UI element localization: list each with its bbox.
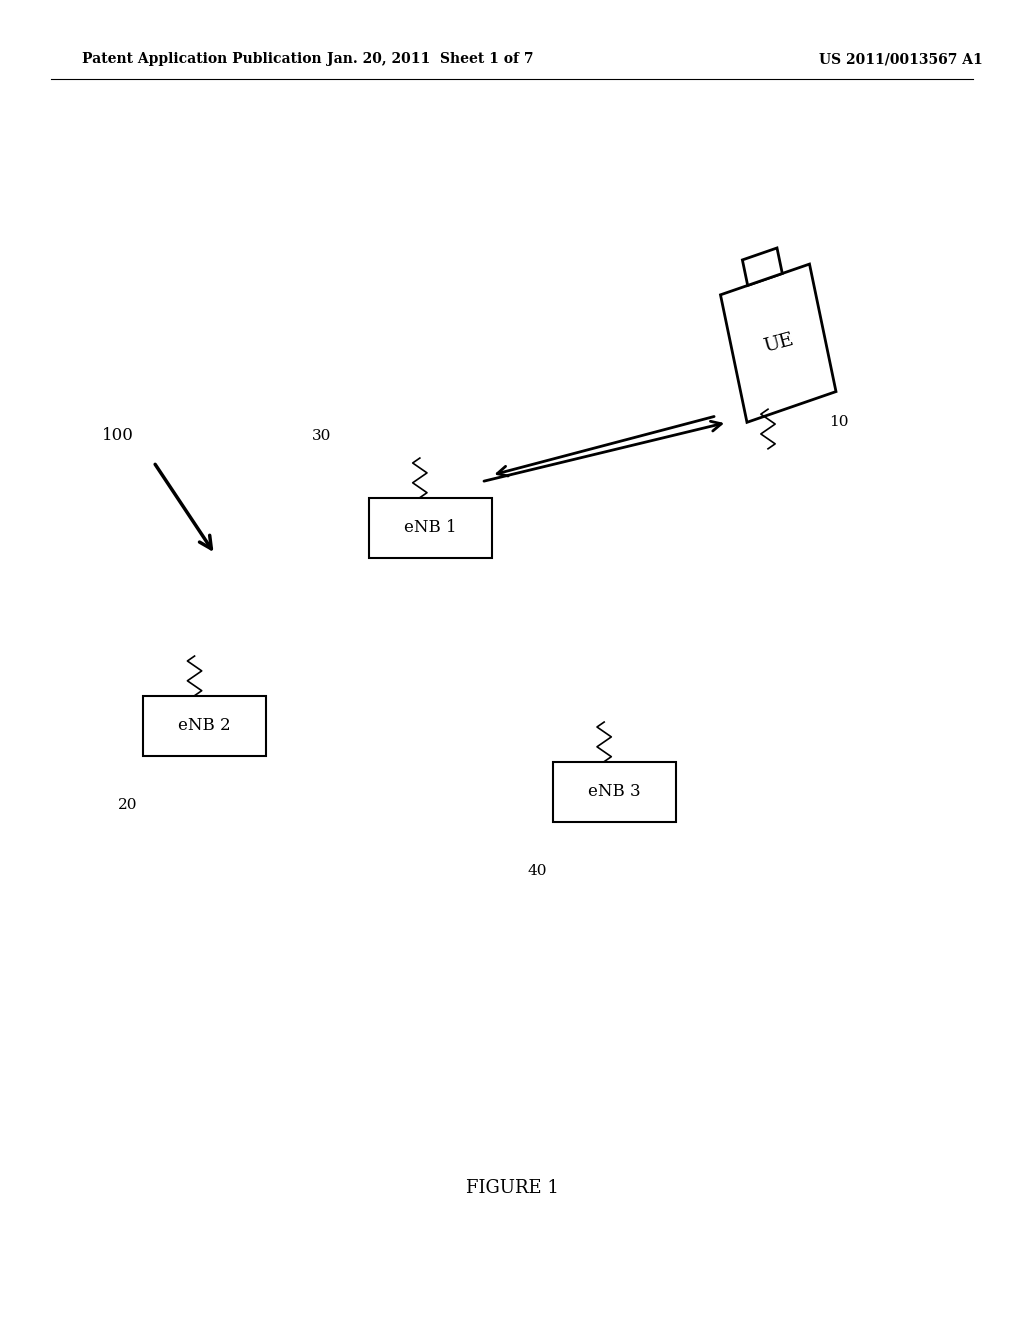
- Text: 100: 100: [102, 428, 134, 444]
- FancyBboxPatch shape: [553, 763, 676, 821]
- Text: UE: UE: [761, 330, 796, 356]
- FancyBboxPatch shape: [143, 697, 266, 755]
- Text: Patent Application Publication: Patent Application Publication: [82, 53, 322, 66]
- Bar: [742, 248, 782, 285]
- Text: 20: 20: [118, 799, 137, 812]
- Bar: [721, 264, 836, 422]
- Text: FIGURE 1: FIGURE 1: [466, 1179, 558, 1197]
- Text: US 2011/0013567 A1: US 2011/0013567 A1: [819, 53, 983, 66]
- Text: 10: 10: [829, 416, 849, 429]
- Text: eNB 1: eNB 1: [403, 520, 457, 536]
- Text: eNB 3: eNB 3: [588, 784, 641, 800]
- FancyBboxPatch shape: [369, 498, 492, 557]
- Text: eNB 2: eNB 2: [178, 718, 231, 734]
- Text: 30: 30: [312, 429, 332, 442]
- Text: 40: 40: [527, 865, 547, 878]
- Text: Jan. 20, 2011  Sheet 1 of 7: Jan. 20, 2011 Sheet 1 of 7: [327, 53, 534, 66]
